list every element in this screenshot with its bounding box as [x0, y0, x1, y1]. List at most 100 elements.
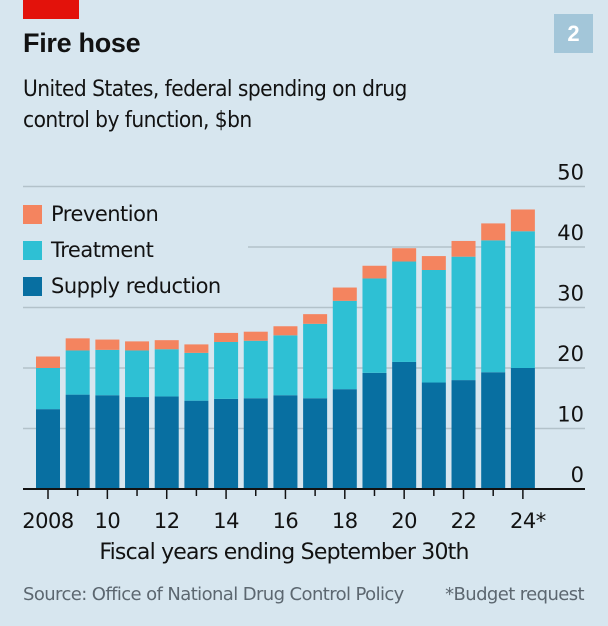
bar-supply-reduction	[421, 382, 446, 489]
bar-prevention	[65, 338, 90, 351]
bar-treatment	[154, 349, 179, 397]
bar-treatment	[65, 350, 90, 395]
legend-item-supply-reduction: Supply reduction	[23, 268, 221, 304]
bar-supply-reduction	[36, 409, 60, 489]
bar-treatment	[303, 323, 328, 399]
bar-group-2018	[332, 287, 357, 489]
bar-supply-reduction	[303, 398, 328, 489]
x-tick-label: 20	[391, 509, 417, 533]
bar-treatment	[451, 256, 476, 381]
bar-treatment	[36, 368, 60, 410]
legend-label: Supply reduction	[51, 274, 221, 298]
x-tick-label: 2008	[22, 509, 73, 533]
source-note: Source: Office of National Drug Control …	[23, 584, 404, 605]
bar-prevention	[36, 356, 60, 368]
bar-prevention	[125, 341, 150, 351]
legend-swatch-treatment	[23, 240, 42, 260]
bar-group-2010	[95, 339, 120, 489]
bar-group-2022	[451, 240, 476, 489]
bar-supply-reduction	[451, 380, 476, 489]
x-tick-label: 18	[332, 509, 358, 533]
bar-supply-reduction	[184, 400, 209, 489]
bar-prevention	[273, 326, 298, 336]
bar-group-2024	[510, 209, 535, 489]
legend-swatch-prevention	[23, 204, 42, 224]
bar-supply-reduction	[214, 398, 239, 489]
legend-swatch-supply-reduction	[23, 276, 42, 296]
bar-prevention	[421, 256, 446, 270]
x-tick-label: 24*	[510, 509, 546, 533]
y-tick-label: 10	[557, 403, 584, 427]
bar-group-2016	[273, 326, 298, 489]
bar-group-2021	[421, 256, 446, 489]
bar-group-2011	[125, 341, 150, 489]
bar-group-2019	[362, 265, 387, 489]
x-tick-label: 16	[273, 509, 299, 533]
x-tick-label: 22	[451, 509, 477, 533]
y-tick-label: 30	[557, 282, 584, 306]
bar-supply-reduction	[332, 389, 357, 489]
chart-subtitle: United States, federal spending on drug …	[23, 77, 407, 133]
bar-supply-reduction	[65, 394, 90, 489]
bar-treatment	[243, 340, 268, 399]
bar-supply-reduction	[392, 361, 417, 489]
bar-prevention	[184, 344, 209, 353]
bar-prevention	[303, 314, 328, 324]
y-tick-label: 40	[557, 221, 584, 245]
bar-group-2017	[303, 314, 328, 489]
bars	[36, 209, 535, 489]
x-tick-label: 10	[94, 509, 120, 533]
bar-group-2014	[214, 332, 239, 489]
y-tick-label: 0	[571, 463, 584, 487]
bar-supply-reduction	[95, 395, 120, 489]
bar-supply-reduction	[273, 395, 298, 489]
bar-treatment	[273, 335, 298, 396]
bar-supply-reduction	[510, 368, 535, 489]
bar-supply-reduction	[243, 398, 268, 489]
bar-group-2020	[392, 248, 417, 489]
bar-group-2015	[243, 331, 268, 489]
bar-supply-reduction	[362, 372, 387, 489]
bar-group-2023	[481, 223, 506, 489]
chart-title: Fire hose	[23, 28, 141, 58]
y-tick-label: 50	[557, 161, 584, 185]
bar-prevention	[451, 240, 476, 257]
bar-treatment	[421, 269, 446, 383]
bar-prevention	[510, 209, 535, 232]
x-tick-label: 12	[154, 509, 180, 533]
bar-prevention	[481, 223, 506, 241]
bar-treatment	[184, 352, 209, 401]
bar-treatment	[481, 240, 506, 373]
bar-prevention	[95, 339, 120, 350]
x-axis	[23, 488, 585, 499]
x-tick-label: 14	[213, 509, 239, 533]
bar-group-2009	[65, 338, 90, 489]
legend-label: Prevention	[51, 202, 159, 226]
bar-treatment	[95, 349, 120, 396]
bar-treatment	[362, 278, 387, 373]
bar-prevention	[362, 265, 387, 279]
chart-number-badge: 2	[554, 14, 593, 53]
legend-label: Treatment	[51, 238, 154, 262]
bar-supply-reduction	[154, 396, 179, 489]
bar-supply-reduction	[125, 397, 150, 489]
y-axis-ticks: 0 10 20 30 40 50	[557, 161, 584, 488]
bar-treatment	[392, 261, 417, 362]
bar-prevention	[392, 248, 417, 262]
legend-item-prevention: Prevention	[23, 196, 221, 232]
bar-group-2012	[154, 340, 179, 489]
bar-prevention	[154, 340, 179, 350]
bar-treatment	[510, 231, 535, 368]
bar-prevention	[214, 332, 239, 342]
bar-prevention	[243, 331, 268, 341]
legend: Prevention Treatment Supply reduction	[23, 196, 221, 304]
bar-treatment	[214, 341, 239, 399]
brand-tag	[23, 0, 79, 19]
bar-supply-reduction	[481, 372, 506, 489]
legend-item-treatment: Treatment	[23, 232, 221, 268]
y-tick-label: 20	[557, 342, 584, 366]
x-axis-title: Fiscal years ending September 30th	[99, 540, 469, 565]
bar-prevention	[332, 287, 357, 301]
budget-footnote: *Budget request	[445, 584, 584, 605]
